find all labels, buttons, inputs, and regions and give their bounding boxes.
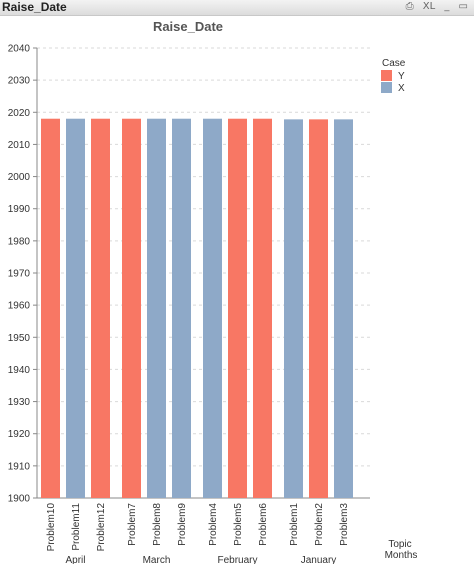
- x-tick-label: Problem10: [46, 503, 57, 552]
- bar: [309, 119, 328, 498]
- y-tick-label: 2010: [8, 140, 31, 151]
- y-tick-label: 2030: [8, 76, 31, 87]
- group-label: March: [143, 555, 171, 564]
- legend-swatch-y: [381, 70, 392, 81]
- restore-icon[interactable]: ▭: [458, 1, 468, 12]
- bar: [253, 118, 272, 498]
- bar: [284, 119, 303, 498]
- bar: [203, 118, 222, 498]
- window-titlebar: Raise_Date ⎙ XL _ ▭: [0, 0, 474, 16]
- bar: [172, 118, 191, 498]
- bar: [334, 119, 353, 498]
- y-tick-label: 1910: [8, 461, 31, 472]
- legend-label-y: Y: [398, 71, 405, 82]
- x-tick-label: Problem3: [339, 503, 350, 546]
- y-tick-label: 2020: [8, 108, 31, 119]
- y-tick-label: 1930: [8, 397, 31, 408]
- y-tick-label: 1950: [8, 333, 31, 344]
- y-tick-label: 2000: [8, 172, 31, 183]
- y-tick-label: 1980: [8, 236, 31, 247]
- x-tick-label: Problem9: [177, 503, 188, 546]
- dimension-label-topic: Topic: [388, 539, 411, 550]
- dimension-label-months: Months: [385, 550, 418, 561]
- bar: [122, 118, 141, 498]
- y-tick-label: 1960: [8, 301, 31, 312]
- y-axis: 1900 1910 1920 1930 1940 1950 1960 1970 1980 1990…: [8, 44, 370, 505]
- bar: [66, 118, 85, 498]
- window-controls: ⎙ XL _ ▭: [400, 1, 468, 12]
- y-tick-label: 1920: [8, 429, 31, 440]
- x-tick-label: Problem6: [258, 503, 269, 546]
- x-tick-label: Problem8: [152, 503, 163, 546]
- y-tick-label: 2040: [8, 44, 31, 55]
- group-label: February: [217, 555, 257, 564]
- y-tick-label: 1940: [8, 365, 31, 376]
- x-tick-label: Problem5: [233, 503, 244, 546]
- bar: [41, 118, 60, 498]
- bar: [147, 118, 166, 498]
- chart-title: Raise_Date: [153, 19, 223, 34]
- print-icon[interactable]: ⎙: [405, 1, 414, 12]
- xl-export-button[interactable]: XL: [422, 1, 436, 12]
- x-tick-label: Problem2: [314, 503, 325, 546]
- x-tick-label: Problem4: [208, 503, 219, 546]
- bar: [228, 118, 247, 498]
- legend-label-x: X: [398, 83, 405, 94]
- bars: [41, 118, 353, 498]
- legend-swatch-x: [381, 82, 392, 93]
- group-label: January: [301, 555, 337, 564]
- y-tick-label: 1900: [8, 494, 31, 505]
- legend-title: Case: [382, 58, 406, 69]
- x-tick-label: Problem7: [127, 503, 138, 546]
- y-tick-label: 1970: [8, 269, 31, 280]
- x-tick-label: Problem1: [289, 503, 300, 546]
- group-label: April: [65, 555, 85, 564]
- x-axis: Problem10 Problem11 Problem12 April Problem7…: [46, 503, 350, 564]
- minimize-icon[interactable]: _: [444, 1, 450, 12]
- window-title: Raise_Date: [2, 0, 67, 14]
- bar: [91, 118, 110, 498]
- y-tick-label: 1990: [8, 204, 31, 215]
- x-tick-label: Problem12: [96, 503, 107, 552]
- x-tick-label: Problem11: [71, 503, 82, 551]
